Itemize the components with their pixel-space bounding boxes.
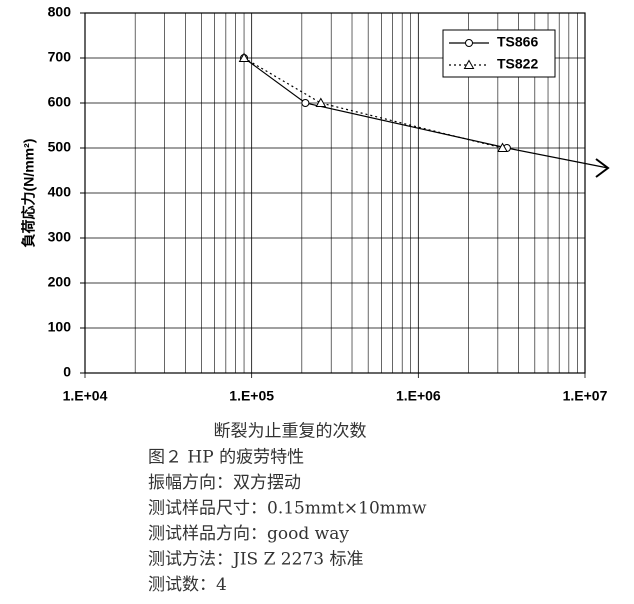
x-tick-label: 1.E+05 [229, 388, 274, 404]
y-tick-label: 0 [63, 364, 71, 380]
y-tick-label: 500 [48, 139, 72, 155]
caption-line: 图２ HP 的疲劳特性 [148, 448, 304, 468]
trend-arrow [506, 147, 609, 169]
y-tick-label: 800 [48, 4, 72, 20]
x-tick-label: 1.E+04 [63, 388, 108, 404]
plot-frame [84, 12, 586, 374]
caption-line: 测试样品方向：good way [148, 524, 349, 544]
y-tick-label: 100 [48, 319, 72, 335]
legend-box [442, 29, 556, 78]
y-axis-label: 負荷応力(N/mm²) [21, 139, 37, 248]
y-tick-label: 700 [48, 49, 72, 65]
legend-marker [465, 39, 473, 47]
caption-line: 测试方法：JIS Z 2273 标准 [148, 550, 363, 570]
point [315, 97, 327, 107]
point [301, 99, 310, 107]
point [238, 52, 250, 62]
legend-label: TS822 [497, 56, 538, 72]
point [497, 142, 508, 152]
caption-line: 测试样品尺寸：0.15mmt×10mmw [148, 499, 427, 519]
y-tick-label: 600 [48, 94, 72, 110]
y-tick-label: 300 [48, 229, 72, 245]
legend-marker [463, 59, 475, 69]
x-tick-label: 1.E+07 [563, 388, 608, 404]
y-tick-label: 200 [48, 274, 72, 290]
x-axis-label: 断裂为止重复的次数 [214, 422, 367, 442]
y-tick-label: 400 [48, 184, 72, 200]
arrow-head [595, 158, 610, 178]
caption-line: 测试数：4 [148, 575, 227, 595]
caption-line: 振幅方向：双方摆动 [148, 473, 301, 493]
x-tick-label: 1.E+06 [396, 388, 441, 404]
legend-label: TS866 [497, 34, 538, 50]
